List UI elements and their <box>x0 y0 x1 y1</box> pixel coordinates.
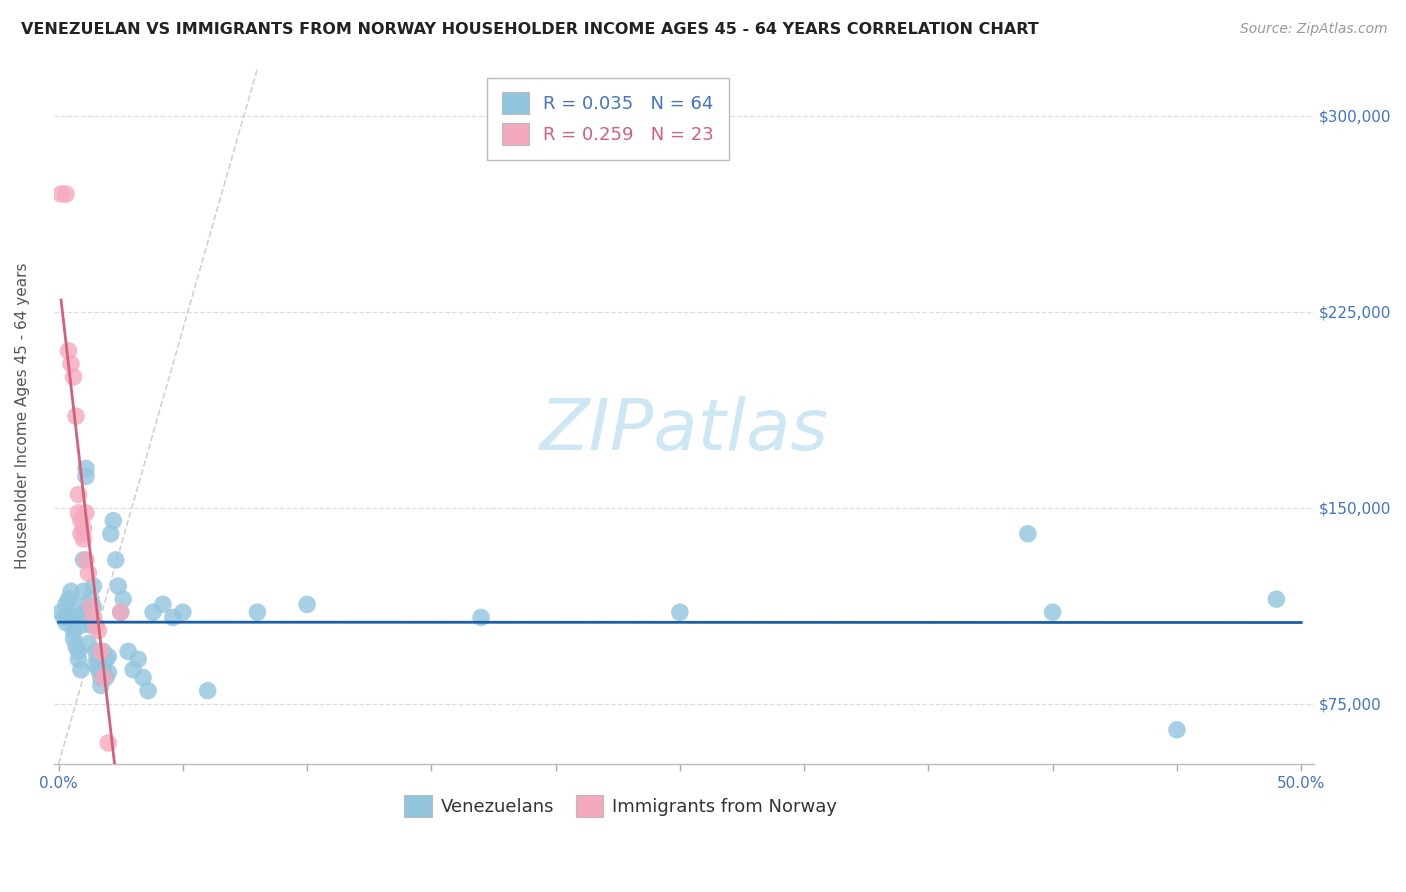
Point <box>70 526 93 541</box>
Point <box>77 605 100 619</box>
Point <box>77 566 100 580</box>
Point <box>67 487 90 501</box>
Point <box>75 469 97 483</box>
Point <box>246 605 269 619</box>
Point <box>49 605 72 619</box>
Point <box>55 598 77 612</box>
Point <box>72 532 94 546</box>
Point <box>97 665 120 680</box>
Point <box>82 599 104 614</box>
Point <box>70 514 93 528</box>
Point <box>100 526 122 541</box>
Point <box>65 610 87 624</box>
Point <box>58 607 80 622</box>
Point <box>84 644 107 658</box>
Point <box>87 652 110 666</box>
Point <box>55 186 77 201</box>
Point <box>70 663 93 677</box>
Point <box>65 639 87 653</box>
Point <box>127 652 149 666</box>
Point <box>110 605 132 619</box>
Point <box>49 186 72 201</box>
Legend: Venezuelans, Immigrants from Norway: Venezuelans, Immigrants from Norway <box>398 788 844 824</box>
Point <box>107 579 129 593</box>
Point <box>72 522 94 536</box>
Point <box>197 683 219 698</box>
Point <box>67 652 90 666</box>
Point <box>65 598 87 612</box>
Point <box>90 678 112 692</box>
Point <box>91 644 114 658</box>
Point <box>75 553 97 567</box>
Point <box>60 613 83 627</box>
Point <box>1017 526 1039 541</box>
Point <box>55 615 77 630</box>
Point <box>94 671 117 685</box>
Y-axis label: Householder Income Ages 45 - 64 years: Householder Income Ages 45 - 64 years <box>15 263 30 569</box>
Point <box>669 605 692 619</box>
Point <box>75 461 97 475</box>
Point <box>1166 723 1188 737</box>
Point <box>62 624 84 638</box>
Point <box>91 671 114 685</box>
Point <box>91 663 114 677</box>
Point <box>97 649 120 664</box>
Point <box>60 584 83 599</box>
Text: ZIPatlas: ZIPatlas <box>538 395 828 465</box>
Point <box>152 598 174 612</box>
Point <box>103 514 125 528</box>
Point <box>67 644 90 658</box>
Point <box>58 343 80 358</box>
Text: VENEZUELAN VS IMMIGRANTS FROM NORWAY HOUSEHOLDER INCOME AGES 45 - 64 YEARS CORRE: VENEZUELAN VS IMMIGRANTS FROM NORWAY HOU… <box>21 22 1039 37</box>
Point <box>117 644 139 658</box>
Point <box>470 610 492 624</box>
Point <box>90 644 112 658</box>
Point <box>80 592 103 607</box>
Point <box>72 584 94 599</box>
Point <box>65 409 87 424</box>
Point <box>94 652 117 666</box>
Point <box>84 657 107 672</box>
Point <box>112 592 135 607</box>
Point <box>75 506 97 520</box>
Point <box>80 599 103 614</box>
Point <box>72 553 94 567</box>
Point <box>82 579 104 593</box>
Point <box>60 357 83 371</box>
Point <box>52 610 75 624</box>
Point <box>172 605 194 619</box>
Point <box>87 663 110 677</box>
Point <box>82 610 104 624</box>
Point <box>72 605 94 619</box>
Point <box>162 610 184 624</box>
Point <box>122 663 145 677</box>
Point <box>1042 605 1064 619</box>
Point <box>136 683 159 698</box>
Point <box>1265 592 1288 607</box>
Point <box>142 605 165 619</box>
Point <box>67 506 90 520</box>
Point <box>132 671 155 685</box>
Point <box>58 592 80 607</box>
Point <box>80 618 103 632</box>
Point <box>62 632 84 646</box>
Point <box>295 598 318 612</box>
Point <box>70 618 93 632</box>
Point <box>90 671 112 685</box>
Point <box>84 618 107 632</box>
Point <box>77 637 100 651</box>
Point <box>104 553 127 567</box>
Point <box>87 624 110 638</box>
Point <box>62 370 84 384</box>
Point <box>110 605 132 619</box>
Point <box>97 736 120 750</box>
Text: Source: ZipAtlas.com: Source: ZipAtlas.com <box>1240 22 1388 37</box>
